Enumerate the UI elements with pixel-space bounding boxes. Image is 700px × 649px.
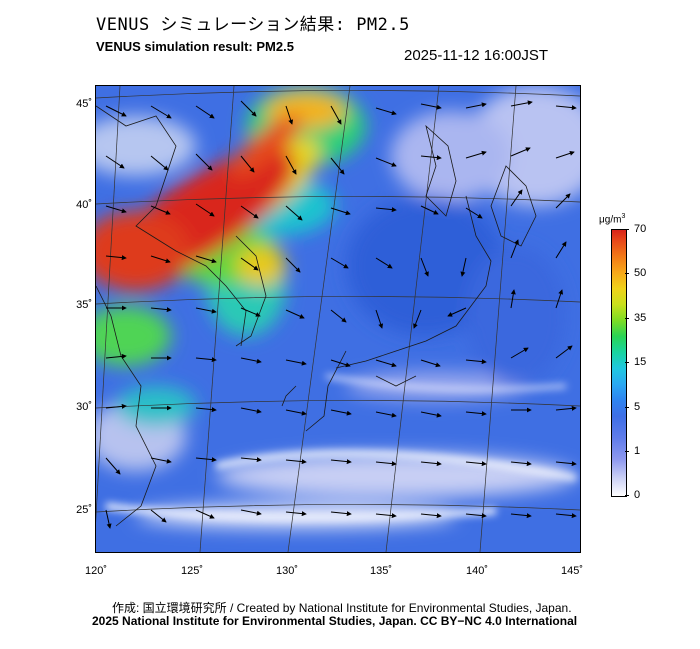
wind-vectors — [105, 100, 577, 529]
lon-label-140: 140˚ — [465, 565, 489, 577]
lat-label-35: 35˚ — [76, 299, 92, 311]
lon-label-125: 125˚ — [180, 565, 204, 577]
lat-label-45: 45˚ — [76, 98, 92, 110]
colorbar-label-35: 35 — [634, 312, 647, 324]
lat-label-40: 40˚ — [76, 199, 92, 211]
colorbar-label-5: 5 — [634, 401, 641, 413]
graticule — [96, 86, 580, 552]
colorbar-label-70: 70 — [634, 223, 647, 235]
colorbar-label-0: 0 — [634, 489, 641, 501]
colorbar-label-1: 1 — [634, 445, 641, 457]
pm25-colorbar — [611, 229, 627, 497]
pm25-map-canvas — [96, 86, 580, 552]
title-english: VENUS simulation result: PM2.5 — [96, 39, 294, 54]
credit-line-creator: 作成: 国立環境研究所 / Created by National Instit… — [112, 601, 572, 615]
pm25-map — [95, 85, 581, 553]
colorbar-label-50: 50 — [634, 267, 647, 279]
lon-label-130: 130˚ — [275, 565, 299, 577]
forecast-datetime: 2025-11-12 16:00JST — [404, 47, 548, 64]
colorbar-unit: μg/m3 — [599, 213, 626, 226]
colorbar-label-15: 15 — [634, 356, 647, 368]
pm25-concentration-field — [96, 86, 580, 552]
lon-label-120: 120˚ — [84, 565, 108, 577]
credit-line-license: 2025 National Institute for Environmenta… — [92, 614, 578, 628]
title-japanese: VENUS シミュレーション結果: PM2.5 — [96, 15, 410, 35]
lat-label-25: 25˚ — [76, 504, 92, 516]
coastlines — [96, 105, 537, 527]
lon-label-145: 145˚ — [560, 565, 584, 577]
lat-label-30: 30˚ — [76, 401, 92, 413]
lon-label-135: 135˚ — [369, 565, 393, 577]
